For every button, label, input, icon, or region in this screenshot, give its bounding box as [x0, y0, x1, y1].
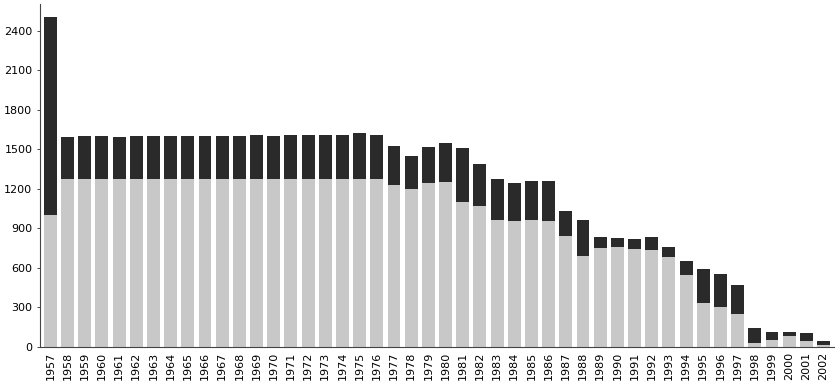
Bar — [181, 136, 194, 179]
Bar — [233, 179, 246, 347]
Bar — [439, 182, 452, 347]
Bar — [766, 340, 779, 347]
Bar — [663, 247, 675, 257]
Bar — [680, 261, 692, 275]
Bar — [783, 336, 795, 347]
Bar — [473, 206, 486, 347]
Bar — [645, 250, 658, 347]
Bar — [199, 179, 211, 347]
Bar — [302, 179, 314, 347]
Bar — [594, 237, 607, 248]
Bar — [61, 137, 74, 179]
Bar — [284, 179, 297, 347]
Bar — [318, 179, 332, 347]
Bar — [783, 332, 795, 336]
Bar — [800, 341, 813, 347]
Bar — [336, 179, 349, 347]
Bar — [611, 247, 623, 347]
Bar — [697, 303, 710, 347]
Bar — [663, 257, 675, 347]
Bar — [336, 134, 349, 179]
Bar — [559, 211, 572, 236]
Bar — [353, 179, 366, 347]
Bar — [61, 179, 74, 347]
Bar — [112, 179, 126, 347]
Bar — [697, 269, 710, 303]
Bar — [44, 215, 57, 347]
Bar — [96, 179, 108, 347]
Bar — [508, 183, 520, 222]
Bar — [370, 134, 383, 179]
Bar — [817, 344, 830, 347]
Bar — [233, 136, 246, 179]
Bar — [250, 134, 263, 179]
Bar — [628, 238, 641, 249]
Bar — [318, 134, 332, 179]
Bar — [78, 179, 91, 347]
Bar — [215, 136, 229, 179]
Bar — [508, 222, 520, 347]
Bar — [267, 179, 280, 347]
Bar — [422, 147, 435, 183]
Bar — [748, 328, 761, 343]
Bar — [164, 179, 177, 347]
Bar — [130, 179, 142, 347]
Bar — [542, 180, 555, 222]
Bar — [611, 238, 623, 247]
Bar — [577, 220, 589, 256]
Bar — [456, 202, 469, 347]
Bar — [112, 137, 126, 179]
Bar — [370, 179, 383, 347]
Bar — [387, 185, 401, 347]
Bar — [130, 136, 142, 179]
Bar — [181, 179, 194, 347]
Bar — [714, 274, 727, 307]
Bar — [147, 179, 160, 347]
Bar — [387, 146, 401, 185]
Bar — [78, 136, 91, 179]
Bar — [542, 222, 555, 347]
Bar — [405, 156, 417, 189]
Bar — [817, 341, 830, 344]
Bar — [215, 179, 229, 347]
Bar — [473, 164, 486, 206]
Bar — [164, 136, 177, 179]
Bar — [628, 249, 641, 347]
Bar — [284, 134, 297, 179]
Bar — [439, 143, 452, 182]
Bar — [732, 285, 744, 314]
Bar — [732, 314, 744, 347]
Bar — [267, 136, 280, 179]
Bar — [147, 136, 160, 179]
Bar — [44, 17, 57, 215]
Bar — [490, 220, 504, 347]
Bar — [96, 136, 108, 179]
Bar — [680, 275, 692, 347]
Bar — [748, 343, 761, 347]
Bar — [199, 136, 211, 179]
Bar — [559, 236, 572, 347]
Bar — [714, 307, 727, 347]
Bar — [766, 332, 779, 340]
Bar — [594, 248, 607, 347]
Bar — [422, 183, 435, 347]
Bar — [645, 237, 658, 250]
Bar — [577, 256, 589, 347]
Bar — [302, 134, 314, 179]
Bar — [800, 333, 813, 341]
Bar — [353, 133, 366, 179]
Bar — [525, 180, 538, 220]
Bar — [405, 189, 417, 347]
Bar — [525, 220, 538, 347]
Bar — [456, 148, 469, 202]
Bar — [250, 179, 263, 347]
Bar — [490, 179, 504, 220]
